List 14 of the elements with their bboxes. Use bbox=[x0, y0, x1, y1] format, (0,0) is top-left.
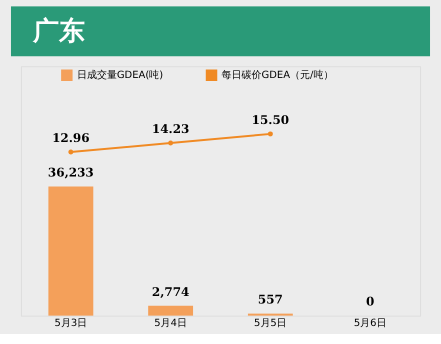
data-label: 12.96 bbox=[52, 131, 90, 146]
chart-title: 广东 bbox=[32, 16, 85, 46]
data-label: 0 bbox=[366, 294, 374, 309]
legend-label: 日成交量GDEA(吨) bbox=[76, 69, 164, 82]
x-tick-label: 5月6日 bbox=[354, 318, 387, 330]
legend-label: 每日碳价GDEA（元/吨） bbox=[222, 69, 334, 82]
data-label: 557 bbox=[258, 292, 283, 307]
data-label: 2,774 bbox=[152, 284, 190, 299]
data-label: 15.50 bbox=[252, 112, 290, 127]
data-label: 14.23 bbox=[152, 122, 190, 136]
x-tick-label: 5月4日 bbox=[154, 318, 187, 330]
x-tick-label: 5月3日 bbox=[54, 318, 88, 330]
data-label: 36,233 bbox=[48, 166, 94, 180]
x-tick-label: 5月5日 bbox=[254, 318, 287, 330]
